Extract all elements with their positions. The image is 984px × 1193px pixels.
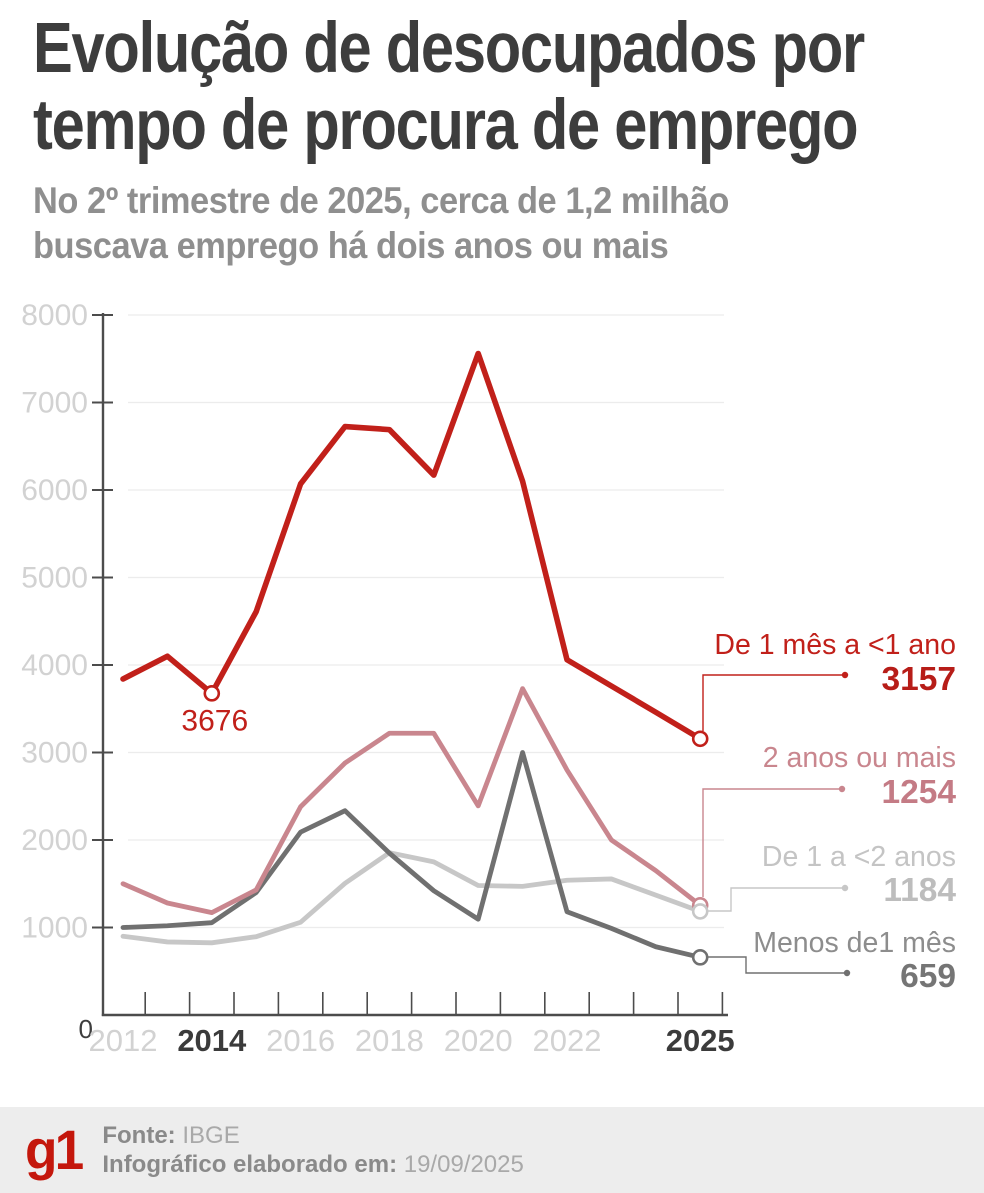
leader-line-0 <box>702 674 845 731</box>
y-tick-label: 4000 <box>21 649 88 682</box>
leader-line-1 <box>702 788 842 897</box>
series-label-3: Menos de1 mês <box>753 927 956 959</box>
y-tick-label: 8000 <box>21 299 88 332</box>
point-marker-0 <box>203 685 221 702</box>
leader-dot-0 <box>841 671 849 679</box>
elaborated-label: Infográfico elaborado em: <box>102 1151 398 1178</box>
g1-logo: g1 <box>25 1118 84 1181</box>
leader-line-2 <box>708 887 845 912</box>
series-value-2: 1184 <box>883 872 956 909</box>
y-tick-label: 3000 <box>21 737 88 770</box>
x-tick-label-2022: 2022 <box>533 1023 602 1058</box>
y-tick-label: 1000 <box>21 912 88 945</box>
source-label: Fonte: <box>102 1122 176 1149</box>
y-tick-label: 6000 <box>21 474 88 507</box>
page-title: Evolução de desocupados por tempo de pro… <box>33 9 865 165</box>
leader-line-3 <box>707 956 847 974</box>
source-line: Fonte: IBGE <box>102 1121 524 1150</box>
header: Evolução de desocupados por tempo de pro… <box>33 10 973 268</box>
footer: g1 Fonte: IBGE Infográfico elaborado em:… <box>0 1107 984 1193</box>
x-tick-label-2025: 2025 <box>666 1023 735 1058</box>
subtitle-line-2: buscava emprego há dois anos ou mais <box>33 225 669 266</box>
y-tick-label: 5000 <box>21 562 88 595</box>
end-marker-2 <box>691 903 709 920</box>
title-line-1: Evolução de desocupados por <box>33 9 865 88</box>
elaborated-line: Infográfico elaborado em: 19/09/2025 <box>102 1150 524 1179</box>
series-line-3 <box>120 750 703 960</box>
leader-dot-1 <box>838 785 846 793</box>
x-tick-label-2016: 2016 <box>266 1023 335 1058</box>
series-line-1 <box>120 686 703 916</box>
y-axis-origin-label: 0 <box>79 1014 93 1044</box>
elaborated-value: 19/09/2025 <box>403 1151 524 1178</box>
series-line-2 <box>120 850 703 946</box>
end-marker-3 <box>691 949 709 966</box>
x-tick-label-2020: 2020 <box>444 1023 513 1058</box>
series-value-0: 3157 <box>881 661 956 698</box>
series-label-1: 2 anos ou mais <box>763 742 956 774</box>
series-value-3: 659 <box>900 958 956 995</box>
series-label-2: De 1 a <2 anos <box>762 841 956 873</box>
source-block: Fonte: IBGE Infográfico elaborado em: 19… <box>102 1121 524 1179</box>
x-tick-label-2014: 2014 <box>177 1023 247 1058</box>
title-line-2: tempo de procura de emprego <box>33 86 859 165</box>
series-value-1: 1254 <box>881 774 956 811</box>
leader-dot-2 <box>841 884 849 892</box>
x-tick-label-2012: 2012 <box>89 1023 158 1058</box>
subtitle-line-1: No 2º trimestre de 2025, cerca de 1,2 mi… <box>33 180 729 221</box>
point-annotation-label: 3676 <box>181 704 248 737</box>
series-label-0: De 1 mês a <1 ano <box>714 629 956 661</box>
leader-dot-3 <box>843 969 851 977</box>
series-line-0 <box>120 350 704 742</box>
source-value: IBGE <box>182 1122 240 1149</box>
y-tick-label: 2000 <box>21 824 88 857</box>
page-subtitle: No 2º trimestre de 2025, cerca de 1,2 mi… <box>33 178 907 268</box>
y-tick-label: 7000 <box>21 387 88 420</box>
end-marker-0 <box>691 730 709 748</box>
x-tick-label-2018: 2018 <box>355 1023 424 1058</box>
